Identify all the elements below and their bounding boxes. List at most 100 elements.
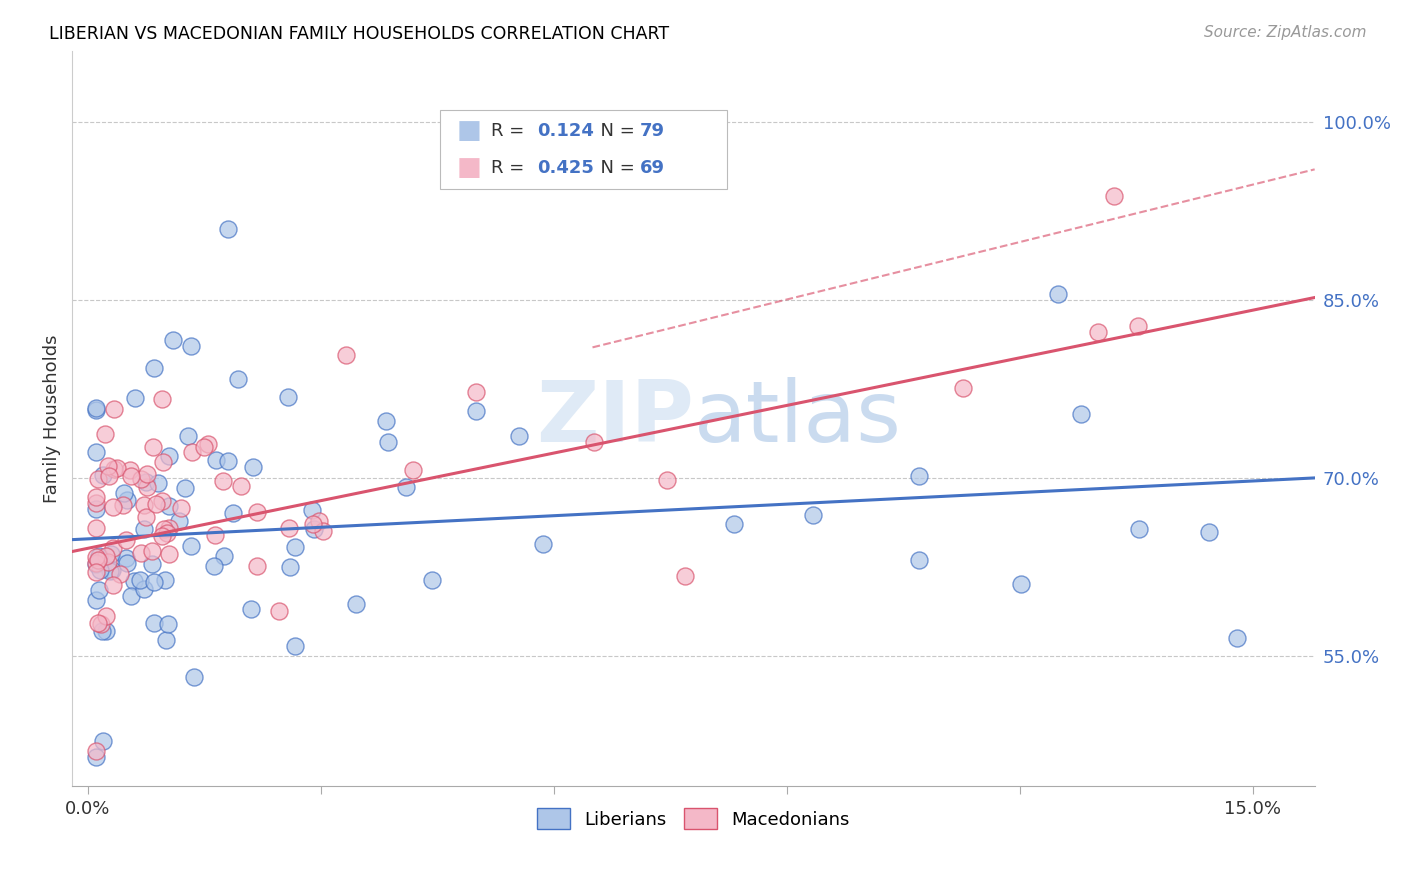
Point xyxy=(98,565,121,579)
Point xyxy=(94,427,117,442)
Point xyxy=(228,371,250,385)
Point xyxy=(107,461,129,475)
Point xyxy=(531,537,554,551)
Point xyxy=(377,434,399,449)
Text: LIBERIAN VS MACEDONIAN FAMILY HOUSEHOLDS CORRELATION CHART: LIBERIAN VS MACEDONIAN FAMILY HOUSEHOLDS… xyxy=(49,25,669,43)
Point xyxy=(202,559,225,574)
Point xyxy=(142,360,165,375)
Point xyxy=(91,624,114,638)
Point xyxy=(141,544,163,558)
Point xyxy=(97,555,120,569)
Point xyxy=(84,501,107,516)
Point xyxy=(242,460,264,475)
Point xyxy=(115,557,138,571)
Legend: Liberians, Macedonians: Liberians, Macedonians xyxy=(530,801,856,837)
Point xyxy=(115,493,138,508)
Point xyxy=(135,475,157,489)
Point xyxy=(84,490,107,504)
Point xyxy=(89,583,111,598)
Point xyxy=(908,553,931,567)
Point xyxy=(101,562,124,576)
Point xyxy=(217,221,239,235)
Point xyxy=(1226,631,1249,645)
Point xyxy=(269,604,291,618)
Point xyxy=(101,541,124,555)
Point xyxy=(108,567,131,582)
Point xyxy=(278,560,301,574)
Point xyxy=(84,496,107,510)
Point xyxy=(84,549,107,564)
Point xyxy=(302,517,325,532)
Point xyxy=(246,558,269,573)
Point xyxy=(157,521,180,535)
Point xyxy=(128,573,150,587)
Point xyxy=(89,563,111,577)
Point xyxy=(89,549,111,563)
Point xyxy=(246,505,269,519)
Point xyxy=(277,390,299,404)
Text: atlas: atlas xyxy=(693,377,901,460)
Point xyxy=(222,506,245,520)
Point xyxy=(120,463,142,477)
Point xyxy=(86,616,108,631)
Text: Source: ZipAtlas.com: Source: ZipAtlas.com xyxy=(1204,25,1367,40)
Point xyxy=(97,469,120,483)
Point xyxy=(952,381,974,395)
Point xyxy=(96,608,118,623)
Point xyxy=(422,573,444,587)
Point xyxy=(134,523,156,537)
Point xyxy=(1102,189,1125,203)
Point xyxy=(150,494,173,508)
Point xyxy=(170,501,193,516)
Point xyxy=(231,479,253,493)
Point xyxy=(583,434,606,449)
Point xyxy=(84,403,107,417)
Point xyxy=(129,546,152,560)
Point xyxy=(101,578,124,592)
Point xyxy=(120,468,142,483)
Point xyxy=(146,475,169,490)
Point xyxy=(87,552,110,566)
Text: ■: ■ xyxy=(457,118,482,145)
Point xyxy=(84,445,107,459)
Point xyxy=(183,670,205,684)
Point xyxy=(212,474,235,488)
Point xyxy=(655,473,678,487)
Text: N =: N = xyxy=(589,122,641,140)
Point xyxy=(180,445,202,459)
Point xyxy=(103,462,125,476)
Text: R =: R = xyxy=(491,122,530,140)
Point xyxy=(375,414,398,428)
Point xyxy=(908,469,931,483)
Point xyxy=(1047,287,1070,301)
Point xyxy=(152,455,174,469)
Point xyxy=(96,624,118,638)
Point xyxy=(1126,318,1149,333)
Point xyxy=(197,437,219,451)
Text: N =: N = xyxy=(589,159,641,177)
Text: ■: ■ xyxy=(457,154,482,181)
Point xyxy=(335,348,357,362)
Point xyxy=(801,508,824,523)
Point xyxy=(136,467,159,482)
Point xyxy=(277,521,299,535)
Point xyxy=(180,540,202,554)
Point xyxy=(204,452,226,467)
Point xyxy=(240,602,263,616)
Point xyxy=(89,554,111,568)
Point xyxy=(157,547,180,561)
Point xyxy=(217,454,239,468)
Point xyxy=(145,497,167,511)
Point xyxy=(150,529,173,543)
Point xyxy=(167,514,190,528)
Point xyxy=(84,401,107,415)
Point xyxy=(101,500,124,515)
Point xyxy=(100,548,122,562)
Point xyxy=(153,573,176,587)
Point xyxy=(157,449,180,463)
Point xyxy=(156,526,179,541)
Point xyxy=(141,557,163,571)
Point xyxy=(84,521,107,535)
Point xyxy=(212,549,235,563)
Point xyxy=(136,480,159,494)
